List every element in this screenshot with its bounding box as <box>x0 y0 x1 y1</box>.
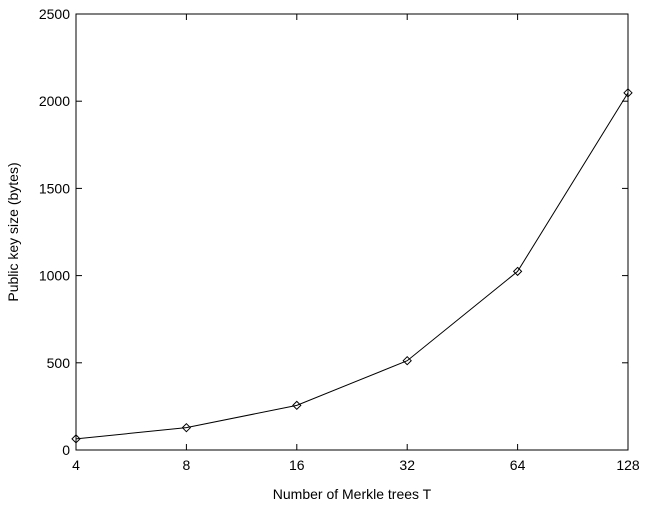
y-tick-label: 1500 <box>39 180 70 196</box>
x-tick-label: 4 <box>72 457 80 473</box>
data-point-diamond <box>512 266 523 277</box>
y-axis: 0 500 1000 1500 2000 2500 <box>39 6 628 458</box>
data-point-diamond <box>181 422 192 433</box>
x-tick-label: 128 <box>616 457 640 473</box>
y-tick-label: 2500 <box>39 6 70 22</box>
y-tick-label: 2000 <box>39 93 70 109</box>
data-point-diamond <box>623 88 633 98</box>
series-line <box>75 92 629 440</box>
x-axis-label: Number of Merkle trees T <box>273 486 432 502</box>
x-axis: 4 8 16 32 64 128 <box>72 14 640 473</box>
x-tick-label: 16 <box>289 457 305 473</box>
series-group <box>71 88 633 444</box>
data-point-diamond <box>292 400 302 411</box>
y-tick-label: 1000 <box>39 268 70 284</box>
x-tick-label: 32 <box>399 457 415 473</box>
x-tick-label: 64 <box>510 457 526 473</box>
y-tick-label: 500 <box>47 355 71 371</box>
x-tick-label: 8 <box>183 457 191 473</box>
y-axis-label: Public key size (bytes) <box>5 162 21 301</box>
data-point-diamond <box>402 356 412 366</box>
plot-area <box>75 13 629 451</box>
y-tick-label: 0 <box>62 442 70 458</box>
data-point-diamond <box>71 434 81 444</box>
